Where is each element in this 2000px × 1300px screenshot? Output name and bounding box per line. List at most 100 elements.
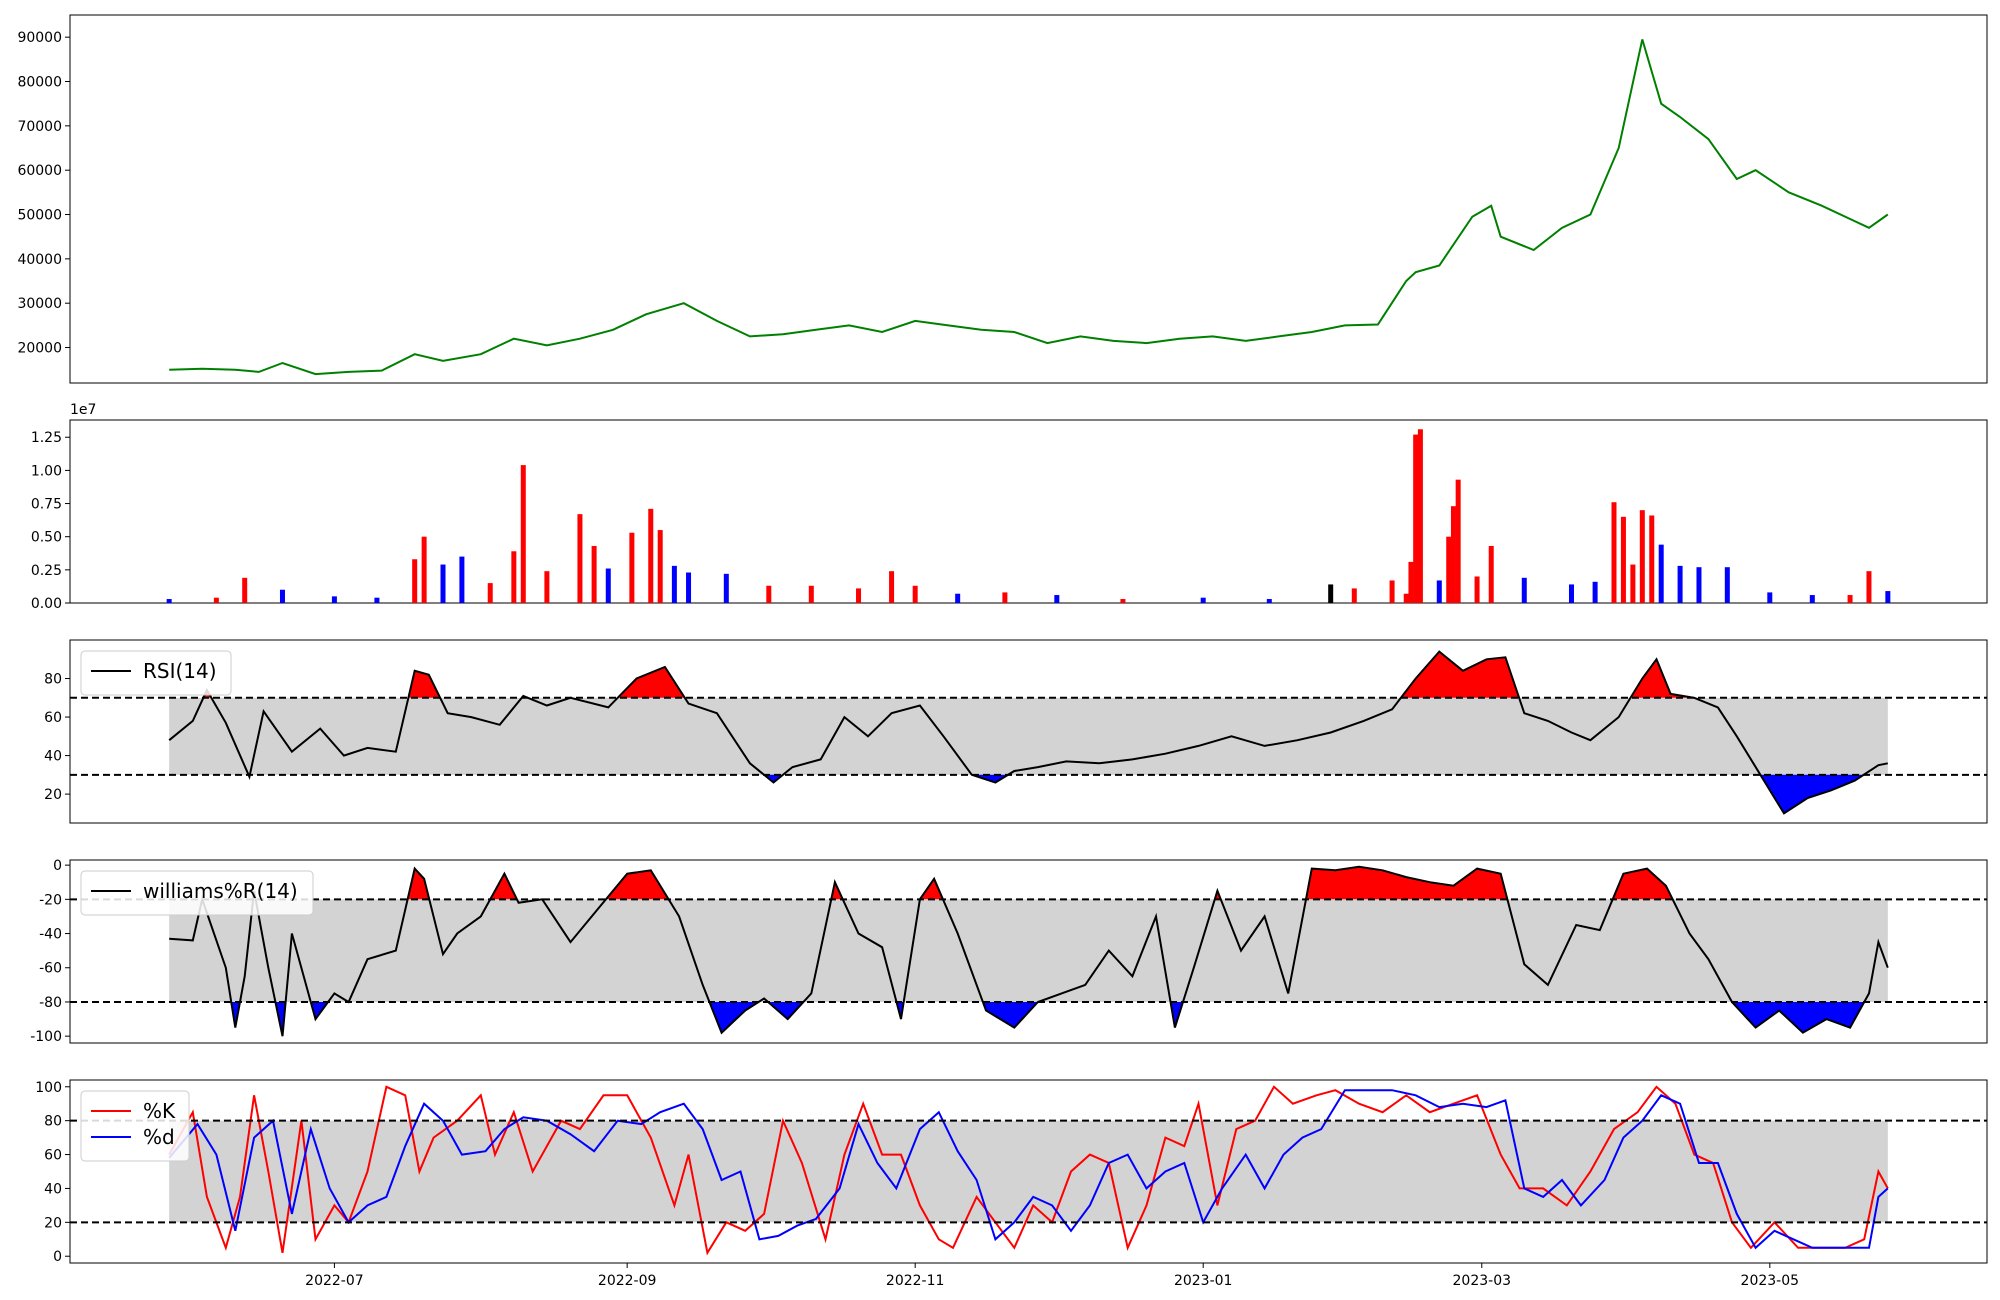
volume-bar [1658, 544, 1664, 603]
y-tick-label: 60000 [17, 163, 62, 179]
threshold-band [169, 697, 1888, 775]
oversold-fill [1760, 774, 1864, 814]
volume-bar [1436, 580, 1442, 603]
overbought-fill [1612, 868, 1673, 900]
overbought-fill [1306, 866, 1508, 900]
overbought-fill [490, 873, 517, 900]
volume-bar [1417, 429, 1423, 603]
x-tick-label: 2023-03 [1453, 1273, 1512, 1289]
volume-bar [1120, 599, 1126, 603]
oversold-fill [768, 1002, 804, 1020]
x-tick-label: 2022-11 [886, 1273, 945, 1289]
legend-label: RSI(14) [143, 659, 217, 683]
volume-bar [331, 596, 337, 603]
oversold-fill [1170, 1002, 1183, 1028]
volume-bar [605, 568, 611, 603]
volume-bar [213, 597, 219, 603]
y-tick-label: 50000 [17, 208, 62, 224]
offset-text: 1e7 [70, 402, 96, 418]
price-line [169, 39, 1889, 376]
volume-bar [1677, 565, 1683, 603]
overbought-fill [605, 870, 669, 900]
y-tick-label: -60 [39, 961, 62, 977]
volume-bar [889, 571, 895, 603]
axes-frame [69, 639, 1988, 824]
volume-bar [1521, 577, 1527, 603]
volume-bar [671, 565, 677, 603]
y-tick-label: -20 [39, 892, 62, 908]
x-tick-label: 2023-01 [1174, 1273, 1233, 1289]
volume-bar [1809, 595, 1815, 603]
overbought-fill [408, 670, 441, 698]
legend-label: %d [143, 1125, 175, 1149]
volume-bar [1474, 576, 1480, 603]
volume-bar [440, 564, 446, 603]
volume-bar [657, 530, 663, 603]
volume-bar [1649, 515, 1655, 603]
volume-panel: 0.00 0.25 0.50 0.75 1.00 1.25 1e7 [31, 402, 1988, 612]
volume-bar [1389, 580, 1395, 603]
volume-bar [686, 572, 692, 603]
y-tick-label: 40 [44, 1181, 62, 1197]
y-tick-label: 80 [44, 1114, 62, 1130]
volume-bar [808, 585, 814, 603]
y-tick-label: 20 [44, 787, 62, 803]
y-tick-label: 80 [44, 672, 62, 688]
oversold-fill [1732, 1002, 1865, 1033]
y-tick-label: 60 [44, 710, 62, 726]
legend-box [80, 870, 314, 916]
volume-bar [374, 597, 380, 603]
volume-bar [856, 588, 862, 603]
y-tick-label: 80000 [17, 75, 62, 91]
y-tick-label: 1.00 [31, 463, 62, 479]
volume-bar [1611, 502, 1617, 603]
y-tick-label: 0.25 [31, 563, 62, 579]
volume-bar [1450, 506, 1456, 603]
rsi-line [168, 650, 1888, 815]
volume-bar [1767, 592, 1773, 603]
volume-bar [1847, 595, 1853, 603]
volume-bar [1054, 595, 1060, 603]
threshold-band [169, 899, 1888, 1002]
y-tick-label: 0 [53, 1249, 62, 1265]
volume-bar [511, 551, 517, 603]
volume-bar [421, 536, 427, 603]
volume-bar [1413, 434, 1419, 603]
volume-bar [1696, 567, 1702, 603]
legend-box [80, 650, 232, 696]
volume-bar [1592, 581, 1598, 603]
y-tick-label: 60 [44, 1148, 62, 1164]
oversold-fill [764, 774, 783, 783]
legend-label: %K [143, 1099, 176, 1123]
price-panel: 20000 30000 40000 50000 60000 70000 80000 90000 [17, 14, 1988, 384]
y-tick-label: 40 [44, 749, 62, 765]
y-tick-label: 40000 [17, 252, 62, 268]
williams-r-line [169, 865, 1889, 1037]
threshold-band [169, 1120, 1888, 1223]
rsi-panel: 20 40 60 80 RSI(14) [44, 639, 1988, 824]
y-tick-label: 90000 [17, 30, 62, 46]
legend-box [80, 1090, 190, 1162]
y-tick-label: 1.25 [31, 430, 62, 446]
y-tick-label: 30000 [17, 296, 62, 312]
y-tick-label: 100 [35, 1080, 62, 1096]
axes-frame [69, 859, 1988, 1044]
volume-bar [1866, 571, 1872, 603]
volume-bar [1630, 564, 1636, 603]
volume-bar [1351, 588, 1357, 603]
axes-frame [69, 419, 1988, 604]
williams-r-panel: -100 -80 -60 -40 -20 0 williams%R(14) [30, 858, 1988, 1045]
y-tick-label: 0.00 [31, 596, 62, 612]
axes-frame [69, 14, 1988, 384]
volume-bar [1620, 516, 1626, 603]
volume-bar [629, 532, 635, 603]
percent-d-line [168, 1089, 1889, 1250]
volume-bar [412, 559, 418, 603]
y-tick-label: 20 [44, 1215, 62, 1231]
y-tick-label: 20000 [17, 341, 62, 357]
volume-bar [1408, 561, 1414, 603]
volume-bar [1328, 584, 1334, 603]
volume-bar [279, 589, 285, 603]
volume-bar [1266, 599, 1272, 603]
y-tick-label: 0.50 [31, 530, 62, 546]
